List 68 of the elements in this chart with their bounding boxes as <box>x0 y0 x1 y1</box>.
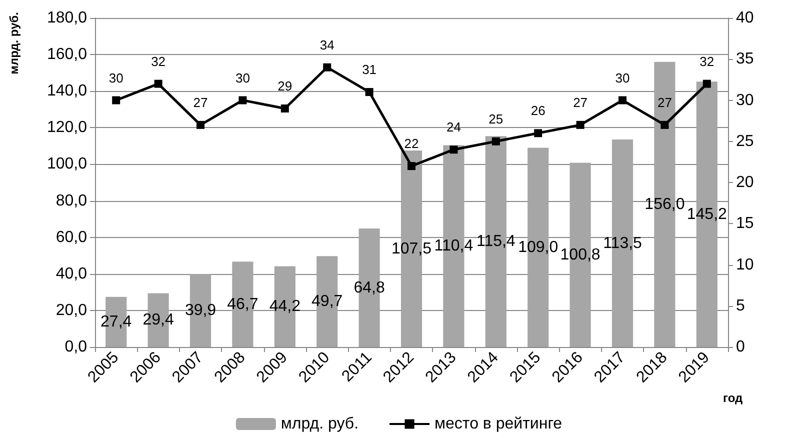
point <box>408 162 416 170</box>
data-label: 100,8 <box>560 246 600 264</box>
data-label: 156,0 <box>644 196 685 213</box>
y-tick-label: 100,0 <box>46 156 88 173</box>
y-tick-label: 160,0 <box>46 46 88 64</box>
y2-tick-label: 15 <box>736 215 754 232</box>
data-label: 115,4 <box>476 233 516 250</box>
data-label: 39,9 <box>184 302 216 320</box>
y2-tick-label: 35 <box>736 50 754 68</box>
data-label: 30 <box>235 70 250 86</box>
data-label: 109,0 <box>518 238 558 256</box>
data-label: 30 <box>615 70 630 86</box>
point <box>238 96 247 104</box>
point <box>492 137 500 146</box>
point <box>534 129 542 138</box>
point <box>280 104 289 112</box>
y-tick-label: 20,0 <box>56 302 88 319</box>
x-axis-title: год <box>723 391 744 405</box>
data-label: 24 <box>446 120 461 135</box>
point <box>154 80 162 88</box>
data-label: 34 <box>320 37 334 52</box>
data-label: 29 <box>278 78 292 94</box>
y2-tick-label: 20 <box>736 174 754 191</box>
legend-label: место в рейтинге <box>434 416 562 432</box>
y-tick-label: 80,0 <box>56 192 88 210</box>
data-label: 31 <box>362 62 377 78</box>
y2-tick-label: 25 <box>736 132 754 150</box>
data-label: 27 <box>657 94 672 110</box>
data-label: 26 <box>530 103 546 118</box>
y-tick-label: 180,0 <box>46 10 88 26</box>
data-label: 145,2 <box>686 206 728 223</box>
y2-tick-label: 5 <box>736 297 745 314</box>
point <box>365 88 374 96</box>
data-label: 27 <box>193 94 208 110</box>
y-tick-label: 0,0 <box>64 338 88 356</box>
point <box>196 120 204 129</box>
data-label: 27 <box>573 94 588 110</box>
legend-label: млрд. руб. <box>280 416 359 432</box>
data-label: 110,4 <box>434 238 474 255</box>
data-label: 27,4 <box>100 313 132 330</box>
data-label: 46,7 <box>227 296 258 313</box>
point <box>112 96 120 104</box>
point <box>702 80 711 88</box>
y2-tick-label: 40 <box>736 10 754 26</box>
point <box>450 146 458 154</box>
y2-tick-label: 10 <box>736 256 754 274</box>
data-label: 30 <box>108 70 124 86</box>
data-label: 22 <box>404 136 419 152</box>
y-tick-label: 40,0 <box>56 265 88 282</box>
y-tick-label: 140,0 <box>46 82 88 100</box>
data-label: 113,5 <box>603 234 642 252</box>
data-label: 25 <box>488 111 504 126</box>
data-label: 32 <box>700 54 714 69</box>
data-label: 49,7 <box>312 293 343 310</box>
point <box>618 96 626 104</box>
data-label: 32 <box>151 54 166 69</box>
data-label: 29,4 <box>142 312 174 329</box>
y-axis-title: млрд. руб. <box>7 12 21 74</box>
point <box>323 63 332 72</box>
y-tick-label: 120,0 <box>46 119 88 136</box>
data-label: 44,2 <box>269 298 301 316</box>
point <box>660 120 669 129</box>
y2-tick-label: 0 <box>736 338 745 356</box>
point <box>576 120 584 129</box>
y2-tick-label: 30 <box>736 92 754 109</box>
data-label: 107,5 <box>391 240 432 258</box>
data-label: 64,8 <box>354 279 385 296</box>
y-tick-label: 60,0 <box>56 228 88 246</box>
